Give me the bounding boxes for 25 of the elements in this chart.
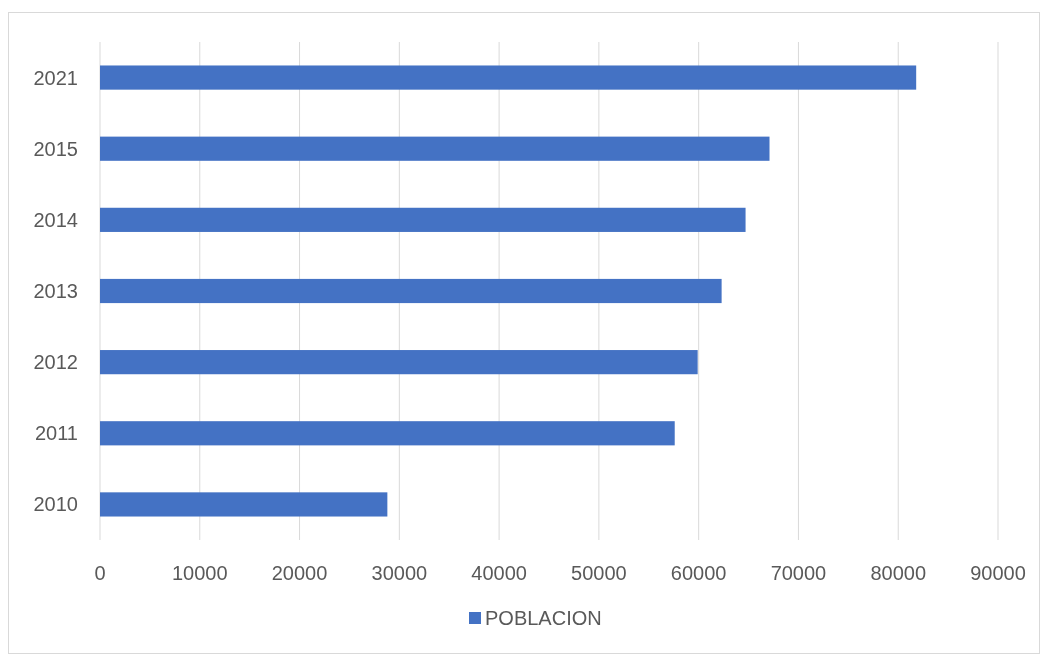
x-tick-label: 50000 — [571, 562, 627, 584]
bar — [100, 207, 746, 232]
x-tick-label: 0 — [94, 562, 106, 584]
x-tick-label: 40000 — [471, 562, 527, 584]
y-tick-label: 2011 — [34, 422, 78, 445]
y-tick-label: 2013 — [33, 280, 78, 302]
bar — [100, 136, 770, 161]
y-tick-label: 2014 — [33, 208, 78, 231]
y-tick-label: 2010 — [33, 493, 78, 516]
x-tick-label: 30000 — [371, 562, 428, 584]
bar — [100, 65, 917, 90]
y-tick-label: 2021 — [33, 66, 78, 89]
x-tick-label: 90000 — [970, 562, 1026, 584]
y-tick-label: 2015 — [33, 137, 78, 160]
x-tick-label: 70000 — [770, 562, 827, 584]
x-tick-label: 80000 — [870, 562, 927, 584]
x-tick-label: 10000 — [171, 562, 228, 584]
bar — [100, 350, 698, 375]
x-tick-label: 20000 — [271, 562, 328, 584]
bar — [100, 278, 722, 304]
legend-label: POBLACION — [485, 607, 602, 629]
y-tick-label: 2012 — [33, 351, 78, 374]
bar — [100, 421, 675, 446]
x-tick-label: 60000 — [670, 562, 727, 584]
bar — [100, 492, 388, 517]
